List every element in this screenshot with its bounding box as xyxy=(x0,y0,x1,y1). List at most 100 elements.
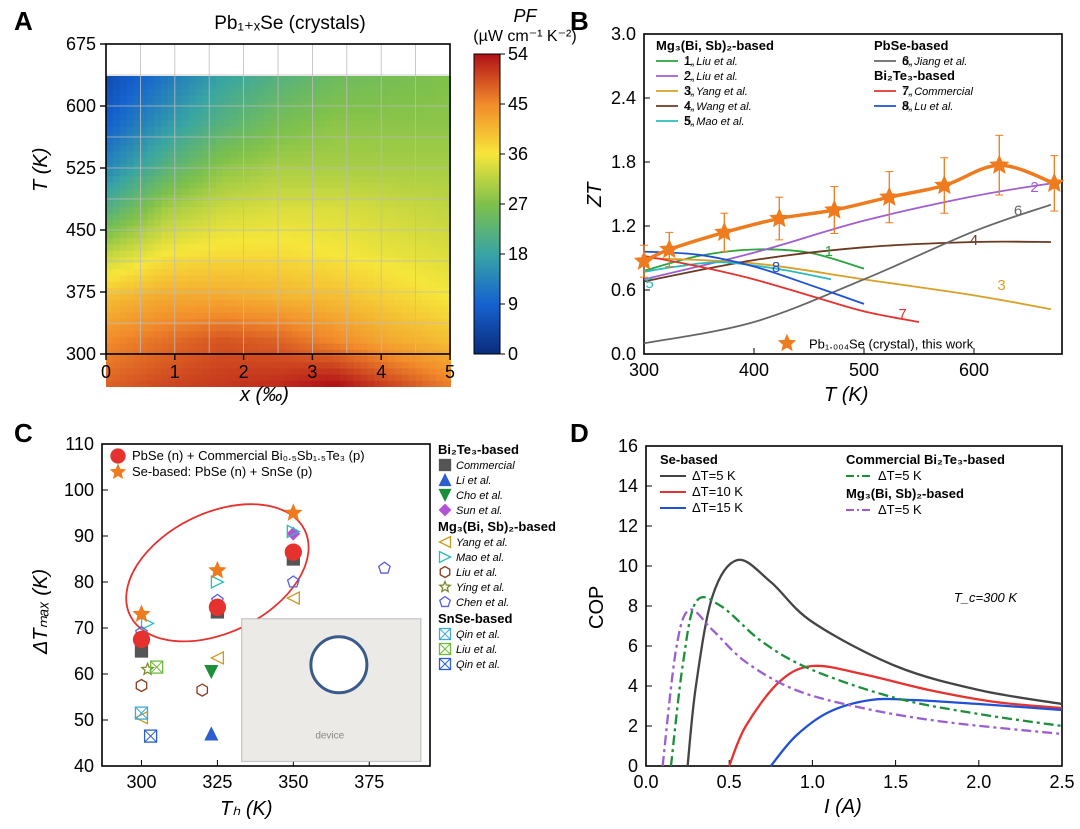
svg-text:7,: 7, xyxy=(902,83,913,98)
svg-text:0: 0 xyxy=(508,344,518,364)
svg-text:Mg₃(Bi, Sb)₂-based: Mg₃(Bi, Sb)₂-based xyxy=(846,486,964,501)
svg-text:7: 7 xyxy=(898,306,906,323)
svg-text:4: 4 xyxy=(628,676,638,696)
svg-text:1,: 1, xyxy=(684,53,695,68)
svg-text:8: 8 xyxy=(628,596,638,616)
panel-a: Pb₁₊ₓSe (crystals) PF (µW cm⁻¹ K⁻²) 0123… xyxy=(30,12,570,412)
svg-text:325: 325 xyxy=(202,772,232,792)
svg-text:Qin et al.: Qin et al. xyxy=(456,629,500,641)
svg-text:Pb₁.₀₀₄Se (crystal), this work: Pb₁.₀₀₄Se (crystal), this work xyxy=(809,336,974,351)
panel-a-ylabel: T (K) xyxy=(30,148,53,192)
svg-text:600: 600 xyxy=(66,96,96,116)
svg-text:9: 9 xyxy=(508,294,518,314)
panel-d-ylabel: COP xyxy=(586,586,609,629)
deltaT-chart: 300325350375405060708090100110devicePbSe… xyxy=(30,424,570,824)
svg-text:5: 5 xyxy=(445,362,455,382)
svg-text:2.0: 2.0 xyxy=(966,772,991,792)
svg-text:12: 12 xyxy=(618,516,638,536)
svg-text:Chen et al.: Chen et al. xyxy=(456,597,509,609)
panel-b-xlabel: T (K) xyxy=(824,384,868,407)
svg-text:1: 1 xyxy=(825,243,833,260)
svg-text:525: 525 xyxy=(66,158,96,178)
svg-text:Mao et al.: Mao et al. xyxy=(456,552,504,564)
svg-text:36: 36 xyxy=(508,144,528,164)
colorbar-units: (µW cm⁻¹ K⁻²) xyxy=(450,26,600,46)
svg-text:14: 14 xyxy=(618,476,638,496)
svg-text:6,: 6, xyxy=(902,53,913,68)
svg-text:54: 54 xyxy=(508,44,528,64)
svg-text:Qin et al.: Qin et al. xyxy=(456,659,500,671)
svg-text:70: 70 xyxy=(74,618,94,638)
svg-text:60: 60 xyxy=(74,664,94,684)
svg-text:0: 0 xyxy=(628,756,638,776)
svg-text:110: 110 xyxy=(65,434,94,454)
svg-text:3: 3 xyxy=(997,277,1005,294)
svg-text:6: 6 xyxy=(1014,202,1022,219)
svg-text:3: 3 xyxy=(307,362,317,382)
panel-d: 0.00.51.01.52.02.50246810121416T_c=300 K… xyxy=(584,424,1074,824)
svg-text:device: device xyxy=(315,730,344,741)
svg-text:2.4: 2.4 xyxy=(611,88,636,108)
svg-text:5,: 5, xyxy=(684,113,695,128)
svg-text:600: 600 xyxy=(959,360,989,380)
svg-text:300: 300 xyxy=(126,772,156,792)
svg-text:1.8: 1.8 xyxy=(611,152,636,172)
svg-text:T_c=300 K: T_c=300 K xyxy=(954,590,1019,605)
svg-text:2: 2 xyxy=(239,362,249,382)
svg-text:Commercial: Commercial xyxy=(456,460,515,472)
svg-text:3.0: 3.0 xyxy=(611,24,636,44)
svg-text:5: 5 xyxy=(645,275,653,292)
svg-text:ΔT=5 K: ΔT=5 K xyxy=(878,468,922,483)
svg-text:40: 40 xyxy=(74,756,94,776)
svg-text:375: 375 xyxy=(354,772,384,792)
svg-text:Mg₃(Bi, Sb)₂-based: Mg₃(Bi, Sb)₂-based xyxy=(656,38,774,53)
svg-text:PbSe (n) + Commercial Bi₀.₅Sb₁: PbSe (n) + Commercial Bi₀.₅Sb₁.₅Te₃ (p) xyxy=(132,448,365,463)
svg-text:10: 10 xyxy=(618,556,638,576)
svg-text:Mg₃(Bi, Sb)₂-based: Mg₃(Bi, Sb)₂-based xyxy=(438,519,556,534)
panel-b-ylabel: ZT xyxy=(584,183,607,207)
svg-text:2,: 2, xyxy=(684,68,695,83)
svg-text:6: 6 xyxy=(628,636,638,656)
panel-a-title: Pb₁₊ₓSe (crystals) xyxy=(180,12,400,35)
svg-text:27: 27 xyxy=(508,194,528,214)
svg-text:90: 90 xyxy=(74,526,94,546)
svg-text:450: 450 xyxy=(66,220,96,240)
svg-text:0.5: 0.5 xyxy=(717,772,742,792)
panel-c-ylabel: ΔTₘₐₓ (K) xyxy=(28,569,53,654)
colorbar-title: PF xyxy=(470,6,580,27)
svg-text:ΔT=5 K: ΔT=5 K xyxy=(692,468,736,483)
svg-text:Li et al.: Li et al. xyxy=(456,475,491,487)
svg-text:Se-based: Se-based xyxy=(660,452,718,467)
svg-text:500: 500 xyxy=(849,360,879,380)
panel-c: 300325350375405060708090100110devicePbSe… xyxy=(30,424,570,824)
svg-text:4,: 4, xyxy=(684,98,695,113)
cop-chart: 0.00.51.01.52.02.50246810121416T_c=300 K… xyxy=(584,424,1074,824)
panel-b: 3004005006000.00.61.21.82.43.012345678Mg… xyxy=(584,12,1074,412)
svg-text:ΔT=10 K: ΔT=10 K xyxy=(692,484,743,499)
svg-text:3,: 3, xyxy=(684,83,695,98)
panel-a-xlabel: x (‰) xyxy=(240,384,289,407)
svg-text:PbSe-based: PbSe-based xyxy=(874,38,948,53)
svg-text:50: 50 xyxy=(74,710,94,730)
panel-d-xlabel: I (A) xyxy=(824,796,862,819)
svg-text:2: 2 xyxy=(628,716,638,736)
svg-text:SnSe-based: SnSe-based xyxy=(438,611,512,626)
svg-text:16: 16 xyxy=(618,436,638,456)
svg-text:8,: 8, xyxy=(902,98,913,113)
svg-text:Liu et al.: Liu et al. xyxy=(456,644,498,656)
svg-text:400: 400 xyxy=(739,360,769,380)
svg-text:1.5: 1.5 xyxy=(883,772,908,792)
svg-text:ΔT=15 K: ΔT=15 K xyxy=(692,500,743,515)
svg-text:2.5: 2.5 xyxy=(1049,772,1074,792)
svg-text:Yang et al.: Yang et al. xyxy=(456,537,508,549)
svg-text:0: 0 xyxy=(101,362,111,382)
zt-chart: 3004005006000.00.61.21.82.43.012345678Mg… xyxy=(584,12,1074,412)
svg-text:375: 375 xyxy=(66,282,96,302)
panel-c-xlabel: Tₕ (K) xyxy=(220,796,273,821)
svg-text:Ying et al.: Ying et al. xyxy=(456,582,505,594)
svg-text:4: 4 xyxy=(376,362,386,382)
svg-text:0.6: 0.6 xyxy=(611,280,636,300)
svg-text:45: 45 xyxy=(508,94,528,114)
svg-text:675: 675 xyxy=(66,34,96,54)
svg-text:1: 1 xyxy=(170,362,180,382)
